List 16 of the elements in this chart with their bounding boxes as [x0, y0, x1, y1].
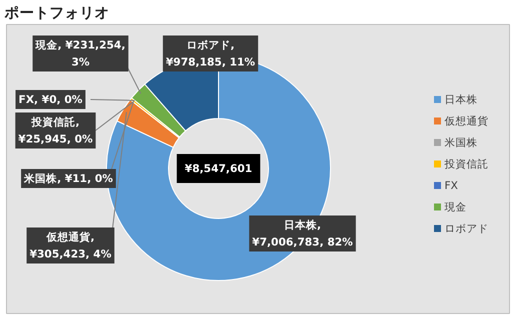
- data-label: 仮想通貨, ¥305,423, 4%: [30, 230, 112, 260]
- legend-label: 仮想通貨: [444, 114, 488, 128]
- data-label: 投資信託, ¥25,945, 0%: [18, 116, 94, 146]
- text: FX, ¥0, 0%: [18, 93, 82, 106]
- data-label: 米国株, ¥11, 0%: [23, 172, 114, 185]
- text: ¥8,547,601: [184, 162, 252, 175]
- data-label: 現金, ¥231,254, 3%: [34, 38, 126, 68]
- legend-label: 日本株: [444, 93, 478, 106]
- legend-label: 投資信託: [444, 158, 488, 170]
- legend-label: ロボアド: [444, 222, 488, 235]
- chart-title: ポートフォリオ: [4, 4, 110, 22]
- legend-label: FX: [444, 179, 458, 192]
- legend-label: 米国株: [444, 136, 478, 149]
- data-label: ロボアド, ¥978,185, 11%: [166, 38, 256, 68]
- legend-label: 現金: [444, 200, 466, 214]
- data-label: 日本株, ¥7,006,783, 82%: [252, 218, 354, 248]
